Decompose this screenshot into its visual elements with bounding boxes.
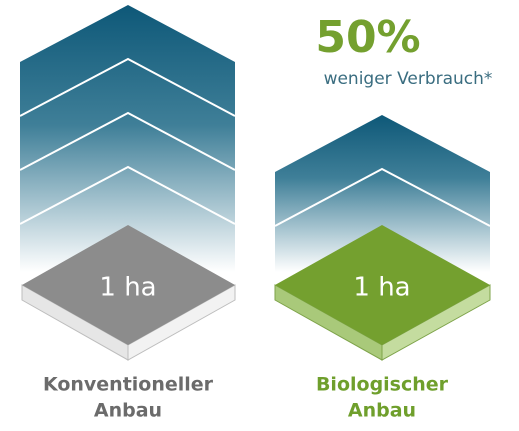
conventional-column: 1 ha Konventioneller Anbau	[20, 5, 235, 422]
headline-value: 50%	[315, 12, 420, 63]
column-label: Konventioneller	[43, 374, 214, 396]
column-label: Biologischer	[316, 374, 449, 396]
page: 1 ha Konventioneller Anbau 1 ha Biologis…	[0, 0, 519, 427]
area-label: 1 ha	[353, 273, 410, 303]
column-label: Anbau	[94, 400, 162, 422]
infographic: 1 ha Konventioneller Anbau 1 ha Biologis…	[0, 0, 519, 427]
organic-column: 1 ha Biologischer Anbau	[275, 115, 490, 422]
column-label: Anbau	[348, 400, 416, 422]
headline-caption: weniger Verbrauch*	[324, 69, 493, 89]
area-label: 1 ha	[99, 273, 156, 303]
